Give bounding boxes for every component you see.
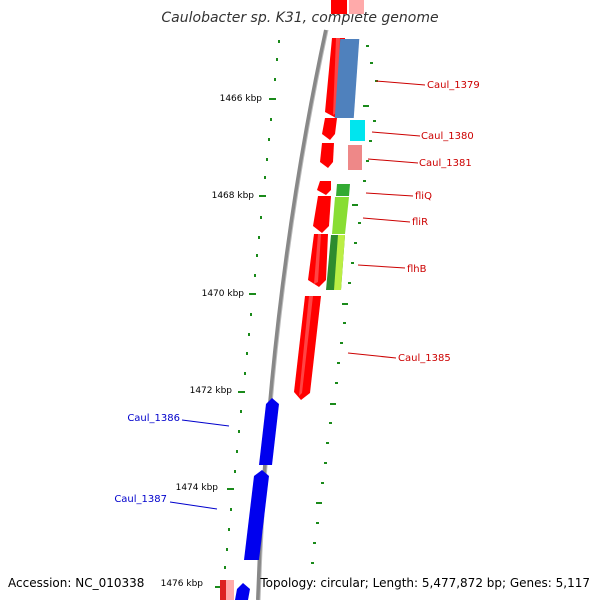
- inner-tick-marks: [215, 40, 280, 588]
- connector-caul-1386: [181, 419, 230, 427]
- label-fliq[interactable]: fliQ: [415, 191, 432, 202]
- gene-labels: Caul_1379 Caul_1380 Caul_1381 fliQ fliR …: [114, 80, 479, 505]
- gene-partial-top-pink: [349, 0, 364, 14]
- cog-feature-fliq: [336, 184, 350, 196]
- gene-arrow-partial-bottom[interactable]: [235, 583, 250, 600]
- gene-arrow-caul-1386[interactable]: [259, 398, 279, 465]
- cog-feature-caul-1381: [348, 145, 362, 170]
- cog-ring-features: [326, 39, 365, 290]
- tick-label-1466: 1466 kbp: [220, 94, 263, 104]
- cog-feature-caul-1379: [334, 39, 360, 118]
- gene-arrow-caul-1381[interactable]: [320, 143, 334, 168]
- label-caul-1381[interactable]: Caul_1381: [419, 158, 472, 169]
- label-caul-1386[interactable]: Caul_1386: [127, 413, 180, 424]
- gene-arrow-flir[interactable]: [313, 196, 331, 233]
- cog-feature-flir: [332, 197, 349, 234]
- accession-text: Accession: NC_010338: [8, 576, 144, 590]
- label-flir[interactable]: fliR: [412, 217, 428, 228]
- connector-caul-1379: [375, 80, 426, 86]
- tick-label-1468: 1468 kbp: [212, 191, 255, 201]
- gene-partial-top-forward: [331, 0, 347, 14]
- connector-caul-1385: [347, 352, 397, 359]
- label-caul-1387[interactable]: Caul_1387: [114, 494, 167, 505]
- connector-flhb: [357, 264, 406, 269]
- tick-label-1474: 1474 kbp: [176, 483, 219, 493]
- label-caul-1385[interactable]: Caul_1385: [398, 353, 451, 364]
- cog-feature-caul-1380: [350, 120, 365, 141]
- tick-label-1470: 1470 kbp: [202, 289, 245, 299]
- map-title: Caulobacter sp. K31, complete genome: [161, 10, 438, 26]
- gene-partial-bottom-pink: [226, 580, 234, 600]
- connector-fliq: [365, 192, 414, 197]
- label-caul-1380[interactable]: Caul_1380: [421, 131, 474, 142]
- label-caul-1379[interactable]: Caul_1379: [427, 80, 480, 91]
- reverse-strand-genes: [235, 398, 279, 600]
- label-connectors: [169, 80, 426, 510]
- gene-arrow-fliq[interactable]: [317, 181, 331, 195]
- connector-caul-1380: [371, 131, 421, 137]
- gene-arrow-caul-1385[interactable]: [294, 296, 321, 400]
- genome-summary-text: Topology: circular; Length: 5,477,872 bp…: [259, 576, 590, 590]
- connector-caul-1387: [169, 501, 218, 510]
- cog-feature-flhb-highlight: [334, 235, 345, 290]
- gene-arrow-caul-1387[interactable]: [244, 470, 269, 560]
- connector-flir: [362, 217, 411, 223]
- tick-label-1476: 1476 kbp: [161, 579, 204, 589]
- kbp-tick-labels: 1466 kbp 1468 kbp 1470 kbp 1472 kbp 1474…: [161, 94, 263, 589]
- label-flhb[interactable]: flhB: [407, 264, 427, 275]
- tick-label-1472: 1472 kbp: [190, 386, 233, 396]
- connector-caul-1381: [367, 158, 419, 164]
- outer-tick-marks: [311, 45, 378, 564]
- gene-arrow-caul-1380[interactable]: [322, 118, 337, 140]
